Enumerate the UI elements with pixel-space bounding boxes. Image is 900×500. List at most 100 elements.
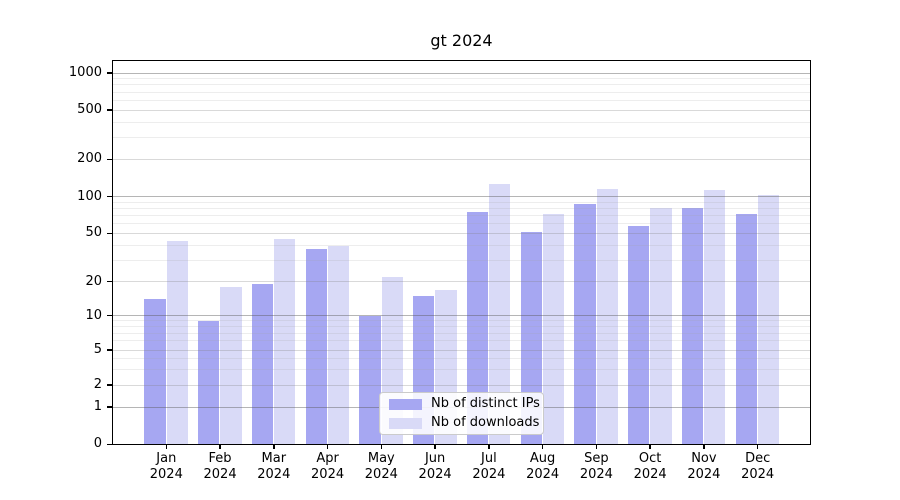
x-tick-mark-feb: [219, 444, 221, 449]
bar-distinct-ips-feb: [198, 320, 220, 445]
legend-swatch-distinct-ips: [389, 398, 422, 410]
bar-distinct-ips-jul: [466, 211, 489, 445]
y-tick-mark-1: [106, 406, 112, 408]
gridline-y-9: [112, 320, 811, 322]
gridline-y-2: [112, 384, 811, 386]
bar-distinct-ips-aug: [520, 232, 542, 445]
x-tick-mark-oct: [649, 444, 651, 449]
x-tick-mark-may: [380, 444, 383, 449]
gridline-y-200: [112, 158, 811, 160]
bar-downloads-nov: [704, 190, 726, 445]
gridline-y-800: [112, 84, 811, 86]
gridline-y-500: [112, 109, 811, 111]
y-tick-mark-1000: [106, 72, 112, 74]
x-tick-label-feb: Feb 2024: [203, 450, 237, 482]
legend-item-distinct-ips: Nb of distinct IPs: [389, 396, 543, 412]
y-tick-mark-2: [106, 384, 112, 386]
legend-label-downloads: Nb of downloads: [431, 415, 540, 430]
gridline-y-3: [112, 369, 811, 370]
y-tick-mark-5: [106, 349, 112, 351]
gridline-y-900: [112, 78, 811, 80]
y-tick-label-0: 0: [93, 436, 102, 452]
bar-downloads-mar: [274, 238, 296, 445]
gridline-y-8: [112, 326, 811, 328]
y-tick-label-500: 500: [77, 102, 102, 117]
gridline-y-40: [112, 244, 811, 246]
gridline-y-6: [112, 340, 811, 342]
gridline-y-700: [112, 91, 811, 93]
x-tick-mark-jun: [434, 444, 436, 449]
gridline-y-5: [112, 349, 811, 351]
x-tick-mark-jul: [488, 444, 490, 449]
bar-distinct-ips-may: [359, 315, 381, 445]
x-tick-mark-jan: [165, 444, 167, 449]
y-tick-label-50: 50: [85, 225, 102, 241]
x-tick-label-mar: Mar 2024: [257, 450, 291, 482]
y-tick-mark-10: [106, 314, 112, 317]
x-tick-label-sep: Sep 2024: [579, 450, 613, 482]
gridline-y-80: [112, 207, 811, 209]
x-tick-label-may: May 2024: [364, 450, 398, 482]
y-tick-mark-100: [106, 196, 112, 198]
y-tick-label-1: 1: [93, 399, 102, 414]
x-tick-label-aug: Aug 2024: [526, 450, 560, 482]
x-tick-mark-aug: [541, 444, 544, 449]
gridline-y-10: [112, 315, 811, 317]
gridline-y-20: [112, 281, 811, 283]
bar-distinct-ips-apr: [305, 249, 327, 445]
gridline-y-70: [112, 215, 811, 217]
x-tick-label-jan: Jan 2024: [149, 450, 183, 482]
x-tick-label-oct: Oct 2024: [633, 450, 667, 482]
x-tick-label-apr: Apr 2024: [311, 450, 345, 482]
bar-distinct-ips-jan: [144, 299, 166, 445]
y-tick-label-10: 10: [85, 307, 102, 323]
gridline-y-7: [112, 332, 811, 334]
x-tick-mark-nov: [703, 444, 705, 449]
y-tick-mark-20: [106, 281, 112, 283]
gridline-y-50: [112, 232, 811, 234]
legend-item-downloads: Nb of downloads: [389, 415, 543, 431]
bar-distinct-ips-oct: [628, 226, 650, 445]
x-tick-mark-apr: [326, 444, 329, 449]
y-tick-mark-500: [106, 109, 112, 111]
bar-distinct-ips-nov: [681, 207, 704, 445]
plot-area: [112, 60, 811, 445]
bar-distinct-ips-sep: [574, 204, 596, 445]
bar-downloads-dec: [757, 194, 780, 445]
x-tick-mark-dec: [756, 444, 759, 449]
bar-downloads-oct: [650, 208, 672, 445]
bar-distinct-ips-dec: [735, 214, 757, 445]
x-tick-label-nov: Nov 2024: [687, 450, 721, 482]
y-tick-label-5: 5: [93, 342, 102, 357]
legend-swatch-downloads: [389, 417, 422, 429]
gridline-y-90: [112, 201, 811, 203]
gridline-y-600: [112, 99, 811, 101]
y-tick-mark-0: [106, 443, 112, 446]
x-tick-mark-mar: [273, 444, 275, 449]
x-tick-mark-sep: [595, 444, 598, 449]
x-tick-label-jul: Jul 2024: [472, 450, 506, 482]
x-tick-label-dec: Dec 2024: [741, 450, 775, 482]
legend: Nb of distinct IPs Nb of downloads: [379, 392, 544, 435]
y-tick-mark-200: [106, 158, 112, 160]
gridline-y-100: [112, 196, 811, 198]
legend-label-distinct-ips: Nb of distinct IPs: [431, 396, 540, 411]
y-tick-mark-50: [106, 232, 112, 234]
y-tick-label-2: 2: [93, 377, 102, 392]
chart-title: gt 2024: [430, 31, 493, 50]
gridline-y-1000: [112, 72, 811, 74]
gridline-y-4: [112, 358, 811, 360]
bar-downloads-aug: [542, 214, 565, 445]
y-tick-label-100: 100: [77, 188, 102, 204]
bar-downloads-apr: [327, 246, 350, 445]
y-tick-label-1000: 1000: [68, 65, 102, 80]
bar-downloads-sep: [596, 189, 618, 445]
bar-downloads-feb: [220, 286, 242, 445]
y-tick-label-20: 20: [85, 273, 102, 289]
bar-downloads-jul: [489, 184, 511, 445]
gridline-y-300: [112, 136, 811, 138]
y-tick-label-200: 200: [77, 151, 102, 167]
bar-downloads-jan: [166, 241, 188, 445]
gridline-y-400: [112, 121, 811, 123]
